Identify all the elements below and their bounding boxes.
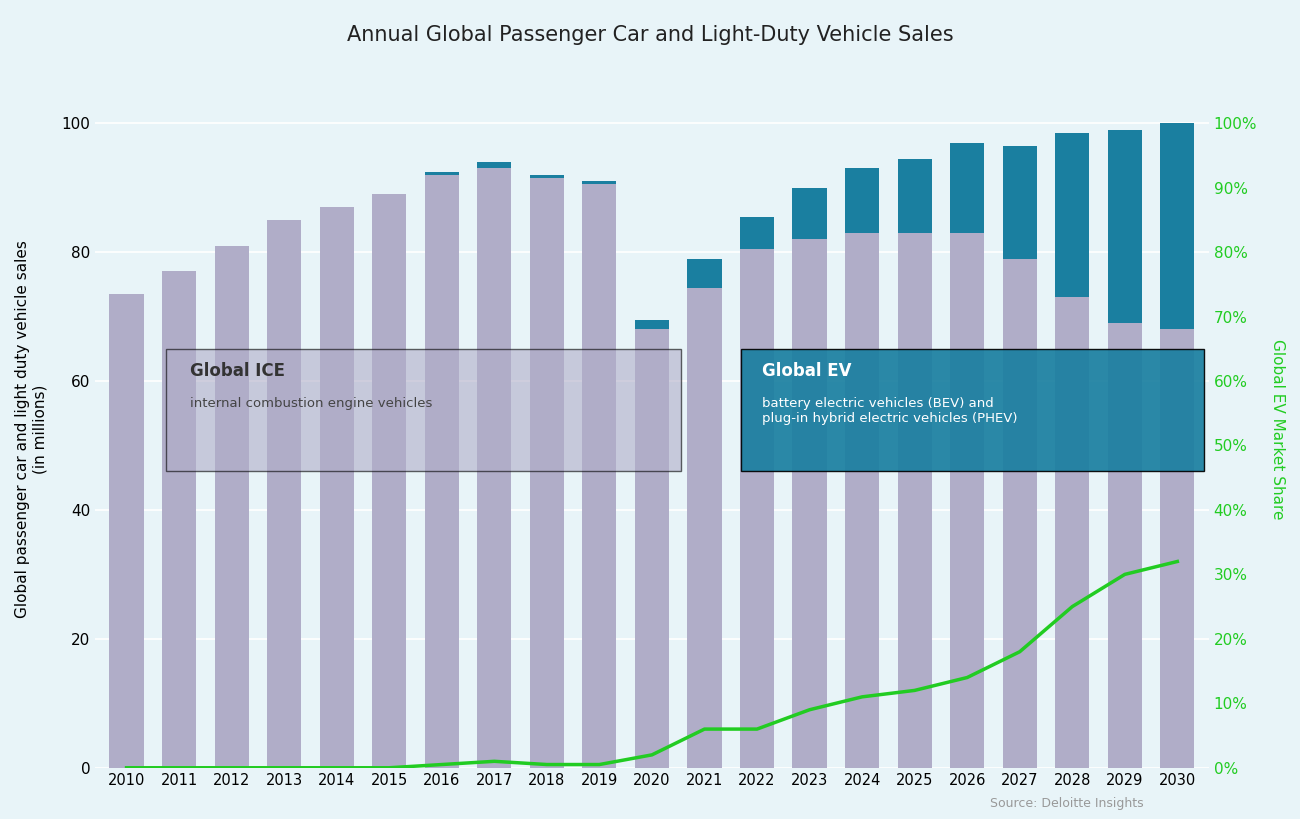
Bar — [793, 188, 827, 239]
Bar — [320, 207, 354, 767]
Bar — [1056, 133, 1089, 297]
Bar — [897, 233, 932, 767]
Text: battery electric vehicles (BEV) and
plug-in hybrid electric vehicles (PHEV): battery electric vehicles (BEV) and plug… — [762, 397, 1018, 425]
Bar — [1161, 123, 1195, 329]
Bar — [425, 174, 459, 767]
Bar — [530, 174, 564, 178]
Bar — [688, 287, 722, 767]
FancyBboxPatch shape — [166, 349, 681, 471]
Bar — [1056, 297, 1089, 767]
Bar — [845, 233, 879, 767]
Y-axis label: Global passenger car and light duty vehicle sales
(in millions): Global passenger car and light duty vehi… — [16, 241, 47, 618]
Bar — [688, 259, 722, 287]
Bar — [793, 239, 827, 767]
FancyBboxPatch shape — [741, 349, 1204, 471]
Bar — [582, 184, 616, 767]
Text: Global EV: Global EV — [762, 362, 852, 380]
Bar — [109, 294, 143, 767]
Text: internal combustion engine vehicles: internal combustion engine vehicles — [190, 397, 432, 410]
Bar — [530, 178, 564, 767]
Bar — [634, 329, 670, 767]
Bar — [372, 194, 407, 767]
Bar — [950, 143, 984, 233]
Bar — [950, 233, 984, 767]
Text: Annual Global Passenger Car and Light-Duty Vehicle Sales: Annual Global Passenger Car and Light-Du… — [347, 25, 953, 44]
Bar — [1002, 259, 1037, 767]
Bar — [1002, 146, 1037, 259]
Bar — [477, 168, 511, 767]
Y-axis label: Global EV Market Share: Global EV Market Share — [1270, 339, 1284, 519]
Bar — [1108, 129, 1141, 323]
Bar — [425, 171, 459, 174]
Bar — [1108, 323, 1141, 767]
Bar — [897, 159, 932, 233]
Bar — [740, 217, 774, 249]
Bar — [845, 168, 879, 233]
Bar — [582, 181, 616, 184]
Bar — [266, 219, 302, 767]
Bar — [477, 162, 511, 168]
Bar — [634, 319, 670, 329]
Bar — [214, 246, 248, 767]
Bar — [162, 271, 196, 767]
Text: Global ICE: Global ICE — [190, 362, 285, 380]
Bar — [740, 249, 774, 767]
Bar — [1161, 329, 1195, 767]
Text: Source: Deloitte Insights: Source: Deloitte Insights — [991, 797, 1144, 810]
